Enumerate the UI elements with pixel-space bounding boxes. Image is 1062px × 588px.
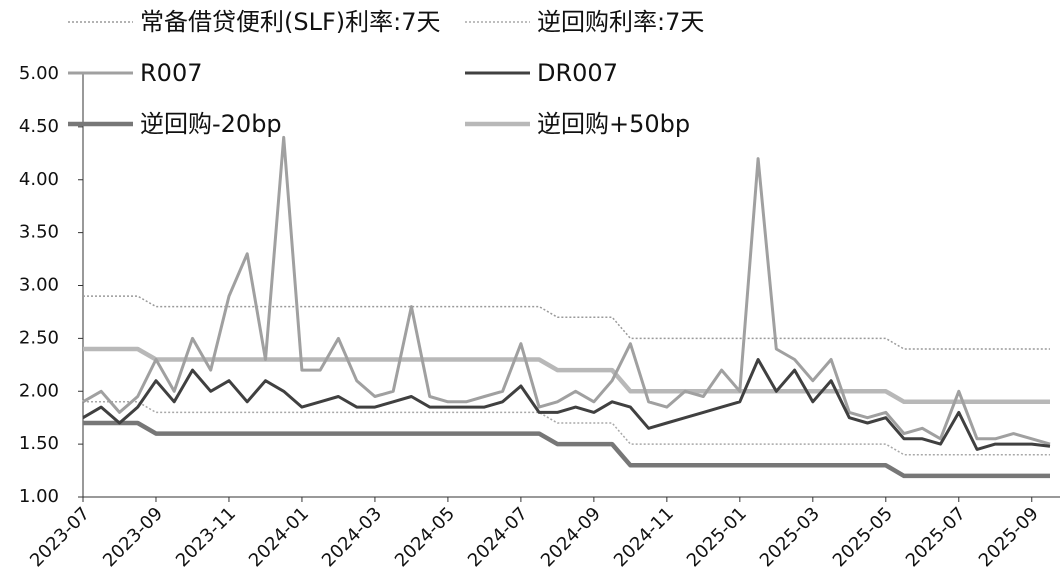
legend-label: 逆回购利率:7天 bbox=[537, 8, 704, 36]
legend-label: 常备借贷便利(SLF)利率:7天 bbox=[140, 8, 441, 36]
legend-label: 逆回购-20bp bbox=[140, 110, 282, 138]
x-tick-label: 2025-09 bbox=[975, 503, 1043, 571]
x-tick-label: 2024-09 bbox=[537, 503, 605, 571]
y-tick-label: 4.50 bbox=[19, 116, 59, 137]
y-tick-label: 5.00 bbox=[19, 63, 59, 84]
y-tick-label: 2.00 bbox=[19, 380, 59, 401]
series-line bbox=[82, 135, 1051, 446]
y-tick-label: 2.50 bbox=[19, 327, 59, 348]
legend-label: 逆回购+50bp bbox=[537, 110, 690, 138]
series-line bbox=[83, 346, 1050, 405]
x-tick-label: 2024-01 bbox=[245, 503, 313, 571]
x-tick-label: 2023-09 bbox=[99, 503, 167, 571]
x-tick-label: 2024-07 bbox=[464, 503, 532, 571]
y-tick-label: 4.00 bbox=[19, 169, 59, 190]
x-tick-label: 2025-03 bbox=[756, 503, 824, 571]
x-tick-label: 2025-05 bbox=[829, 503, 897, 571]
y-tick-label: 1.50 bbox=[19, 433, 59, 454]
legend-label: R007 bbox=[140, 59, 202, 87]
series-line bbox=[83, 401, 1050, 456]
y-tick-label: 3.50 bbox=[19, 222, 59, 243]
x-tick-label: 2024-11 bbox=[610, 503, 678, 571]
series-line bbox=[83, 420, 1050, 479]
x-tick-label: 2023-07 bbox=[26, 503, 94, 571]
x-tick-label: 2023-11 bbox=[172, 503, 240, 571]
x-tick-label: 2025-01 bbox=[683, 503, 751, 571]
x-tick-label: 2024-05 bbox=[391, 503, 459, 571]
series-line bbox=[83, 295, 1050, 350]
legend-label: DR007 bbox=[537, 59, 618, 87]
series-line bbox=[82, 358, 1051, 451]
y-tick-label: 1.00 bbox=[19, 486, 59, 507]
y-tick-label: 3.00 bbox=[19, 275, 59, 296]
x-tick-label: 2024-03 bbox=[318, 503, 386, 571]
x-tick-label: 2025-07 bbox=[902, 503, 970, 571]
